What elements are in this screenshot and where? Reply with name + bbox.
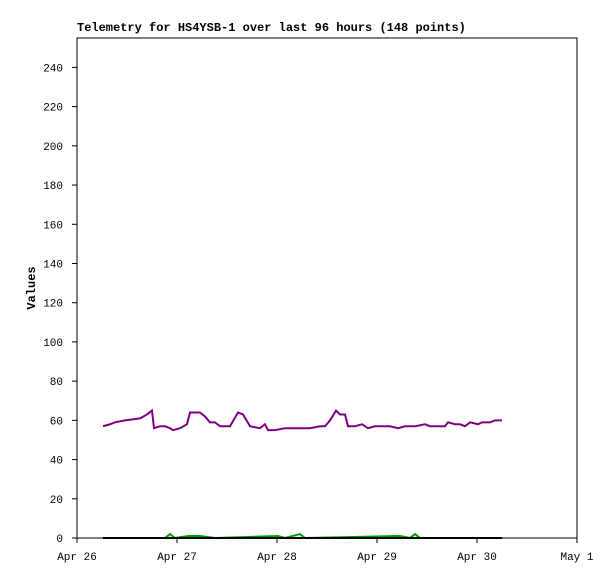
y-tick-label: 240	[43, 63, 63, 75]
x-tick-label: Apr 28	[257, 552, 297, 564]
y-tick-label: 160	[43, 220, 63, 232]
x-tick-label: Apr 27	[157, 552, 197, 564]
y-tick-label: 20	[50, 495, 63, 507]
y-tick-label: 100	[43, 338, 63, 350]
y-tick-label: 60	[50, 416, 63, 428]
y-axis-label: Values	[25, 266, 39, 309]
y-tick-label: 220	[43, 103, 63, 115]
y-tick-label: 80	[50, 377, 63, 389]
y-tick-label: 180	[43, 181, 63, 193]
x-tick-label: Apr 30	[457, 552, 497, 564]
x-tick-label: Apr 29	[357, 552, 397, 564]
y-tick-label: 40	[50, 456, 63, 468]
plot-frame	[76, 37, 578, 539]
y-tick-label: 0	[56, 534, 63, 546]
chart-title: Telemetry for HS4YSB-1 over last 96 hour…	[77, 21, 466, 35]
x-tick-label: May 1	[560, 552, 593, 564]
y-tick-label: 120	[43, 299, 63, 311]
y-tick-label: 140	[43, 259, 63, 271]
y-tick-label: 200	[43, 142, 63, 154]
series-line	[102, 408, 502, 432]
x-tick-label: Apr 26	[57, 552, 97, 564]
